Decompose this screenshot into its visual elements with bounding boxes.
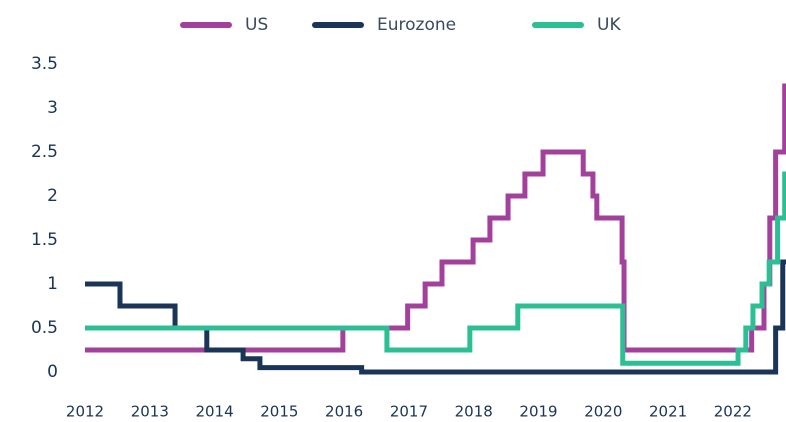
x-tick-label: 2013 xyxy=(131,403,169,421)
y-tick-label: 2 xyxy=(47,186,58,206)
y-tick-label: 1.5 xyxy=(31,230,58,250)
x-tick-label: 2021 xyxy=(649,403,687,421)
legend-label: US xyxy=(245,15,268,35)
x-tick-label: 2022 xyxy=(714,403,752,421)
x-tick-label: 2015 xyxy=(260,403,298,421)
x-tick-label: 2012 xyxy=(66,403,104,421)
y-tick-label: 0.5 xyxy=(31,318,58,338)
x-tick-label: 2018 xyxy=(455,403,493,421)
y-tick-label: 3.5 xyxy=(31,54,58,74)
y-tick-label: 2.5 xyxy=(31,142,58,162)
x-tick-label: 2019 xyxy=(519,403,557,421)
x-tick-label: 2020 xyxy=(584,403,622,421)
x-tick-label: 2017 xyxy=(390,403,428,421)
y-tick-label: 0 xyxy=(47,362,58,382)
legend-label: Eurozone xyxy=(377,15,456,35)
x-tick-label: 2014 xyxy=(195,403,233,421)
series-line xyxy=(85,83,786,353)
series-line xyxy=(85,171,786,366)
y-tick-label: 1 xyxy=(47,274,58,294)
legend-label: UK xyxy=(597,15,621,35)
series-line xyxy=(85,259,786,375)
y-tick-label: 3 xyxy=(47,98,58,118)
x-tick-label: 2016 xyxy=(325,403,363,421)
